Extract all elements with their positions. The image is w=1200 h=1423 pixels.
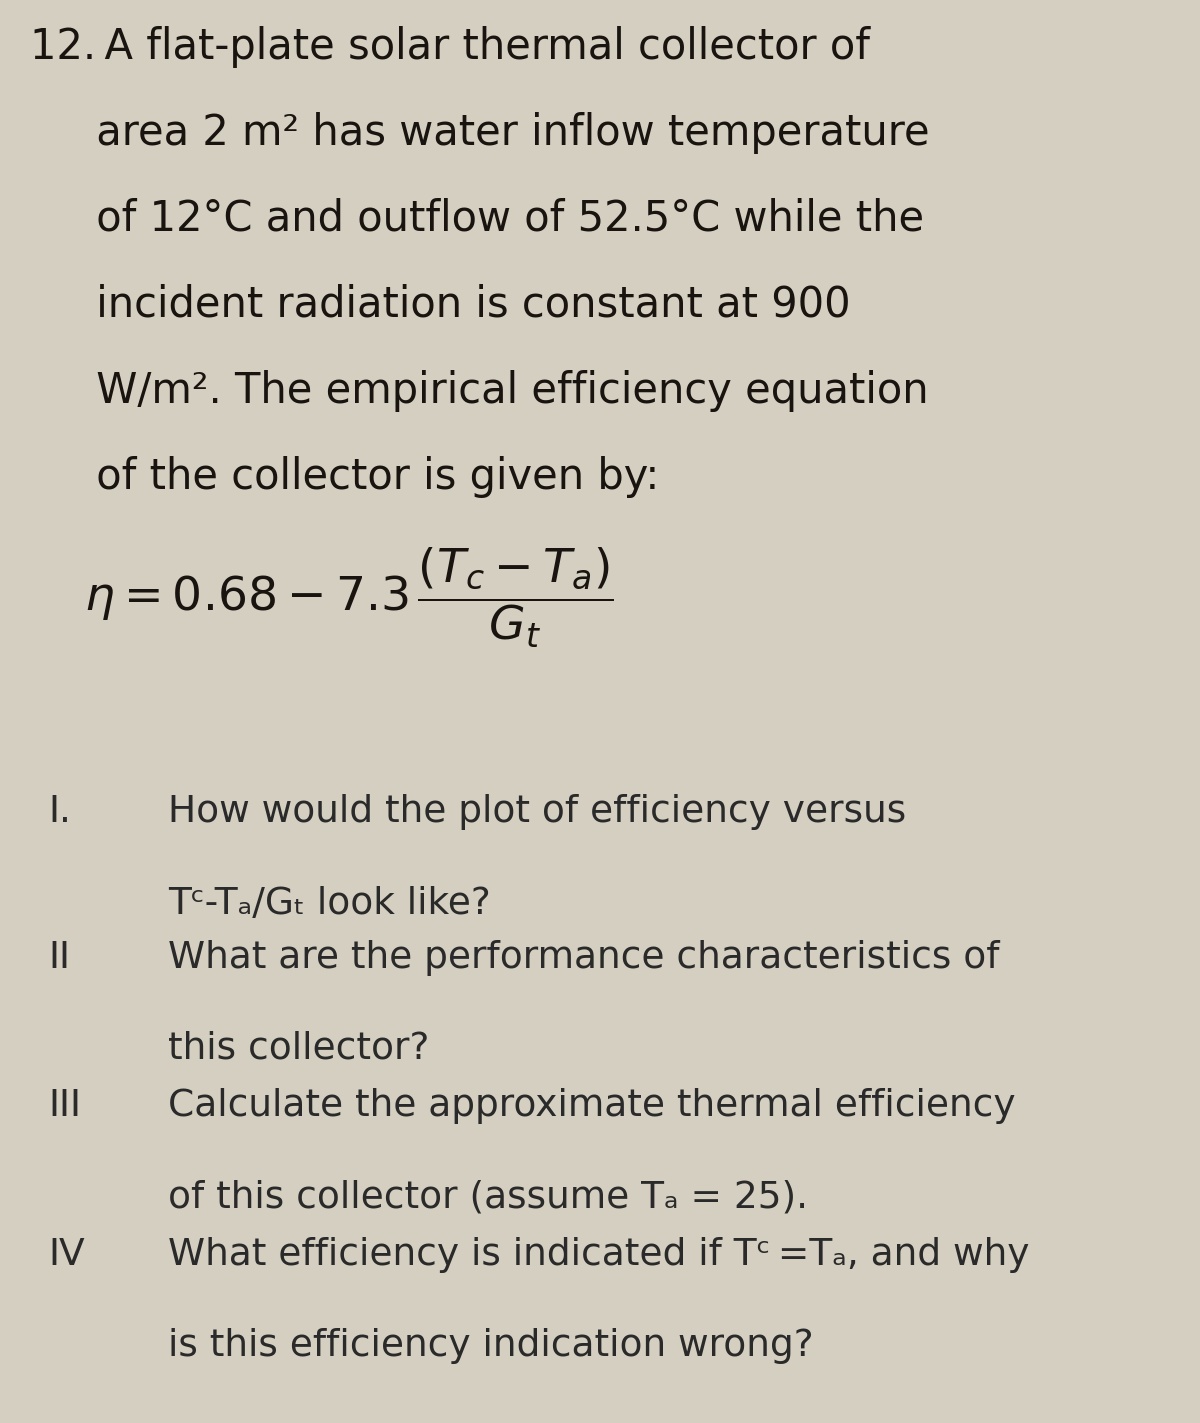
Text: Calculate the approximate thermal efficiency: Calculate the approximate thermal effici… [168,1089,1015,1124]
Text: of this collector (assume Tₐ = 25).: of this collector (assume Tₐ = 25). [168,1180,808,1215]
Text: area 2 m² has water inflow temperature: area 2 m² has water inflow temperature [30,112,930,154]
Text: this collector?: this collector? [168,1030,430,1067]
Text: $\eta = 0.68 - 7.3\,\dfrac{(T_c - T_a)}{G_t}$: $\eta = 0.68 - 7.3\,\dfrac{(T_c - T_a)}{… [84,545,613,650]
Text: Tᶜ-Tₐ/Gₜ look like?: Tᶜ-Tₐ/Gₜ look like? [168,885,491,922]
Text: IV: IV [48,1237,85,1274]
Text: What are the performance characteristics of: What are the performance characteristics… [168,939,1000,976]
Text: II: II [48,939,70,976]
Text: of 12°C and outflow of 52.5°C while the: of 12°C and outflow of 52.5°C while the [30,198,924,240]
Text: III: III [48,1089,82,1124]
Text: incident radiation is constant at 900: incident radiation is constant at 900 [30,285,851,326]
Text: 12. A flat-plate solar thermal collector of: 12. A flat-plate solar thermal collector… [30,26,870,68]
Text: I.: I. [48,794,71,831]
Text: is this efficiency indication wrong?: is this efficiency indication wrong? [168,1329,814,1365]
Text: What efficiency is indicated if Tᶜ =Tₐ, and why: What efficiency is indicated if Tᶜ =Tₐ, … [168,1237,1030,1274]
Text: How would the plot of efficiency versus: How would the plot of efficiency versus [168,794,906,831]
Text: W/m². The empirical efficiency equation: W/m². The empirical efficiency equation [30,370,929,411]
Text: of the collector is given by:: of the collector is given by: [30,455,659,498]
